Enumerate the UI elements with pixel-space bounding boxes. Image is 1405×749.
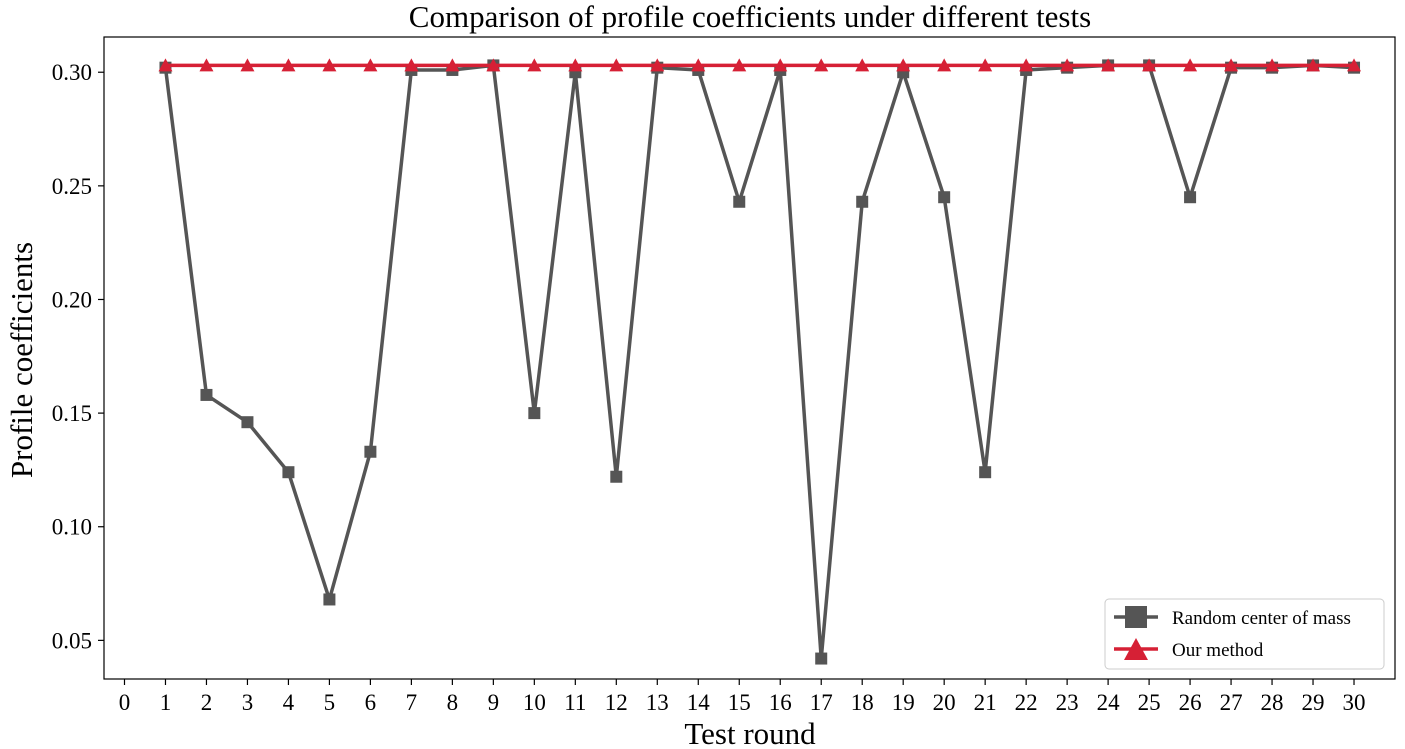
series-1-point-20 <box>937 58 952 72</box>
series-0-point-17 <box>815 652 828 665</box>
series-0-point-3 <box>241 416 254 429</box>
series-1-point-4 <box>281 58 296 72</box>
x-tick-label-16: 16 <box>769 690 792 715</box>
series-0-point-18 <box>856 195 869 208</box>
y-tick-label-5: 0.30 <box>52 60 92 85</box>
series-1-point-29 <box>1306 58 1321 72</box>
series-1-point-2 <box>199 58 214 72</box>
series-0-point-26 <box>1184 191 1197 204</box>
series-1-point-14 <box>691 58 706 72</box>
series-0-point-2 <box>200 388 213 401</box>
legend-box <box>1104 598 1385 670</box>
series-1-point-11 <box>568 58 583 72</box>
series-1-point-19 <box>896 58 911 72</box>
series-0-point-12 <box>610 470 623 483</box>
x-tick-label-30: 30 <box>1343 690 1366 715</box>
legend-label-random: Random center of mass <box>1172 608 1351 629</box>
x-tick-label-9: 9 <box>488 690 500 715</box>
series-1-point-7 <box>404 58 419 72</box>
series-line-0 <box>163 63 1355 661</box>
plot-frame <box>103 36 1396 680</box>
legend-label-ours: Our method <box>1172 640 1264 661</box>
series-1-point-18 <box>855 58 870 72</box>
x-tick-label-10: 10 <box>523 690 546 715</box>
y-tick-label-4: 0.25 <box>52 174 92 199</box>
series-1-point-22 <box>1019 58 1034 72</box>
series-0-point-6 <box>364 445 377 458</box>
series-layer <box>158 58 1362 665</box>
series-1-point-10 <box>527 58 542 72</box>
x-tick-label-24: 24 <box>1097 690 1121 715</box>
y-tick-label-2: 0.15 <box>52 401 92 426</box>
x-tick-label-15: 15 <box>728 690 751 715</box>
x-tick-label-4: 4 <box>283 690 295 715</box>
series-1-point-1 <box>158 58 173 72</box>
series-1-point-5 <box>322 58 337 72</box>
series-0-point-10 <box>528 407 541 420</box>
series-1-point-9 <box>486 58 501 72</box>
legend-marker-random-icon <box>1125 606 1147 628</box>
x-axis-label: Test round <box>684 716 816 749</box>
ticks-layer: 0 1 2 3 4 5 6 7 8 9 10 11 12 13 14 15 16 17 18 19 20 21 22 23 24… <box>52 60 1366 715</box>
series-0-point-15 <box>733 195 746 208</box>
series-0-point-5 <box>323 593 336 606</box>
series-1-point-8 <box>445 58 460 72</box>
series-0-point-20 <box>938 191 951 204</box>
x-tick-label-26: 26 <box>1179 690 1202 715</box>
series-0-point-21 <box>979 466 992 479</box>
y-tick-label-1: 0.10 <box>52 515 92 540</box>
x-tick-label-20: 20 <box>933 690 956 715</box>
x-tick-label-5: 5 <box>324 690 336 715</box>
series-0-point-4 <box>282 466 295 479</box>
y-axis-label: Profile coefficients <box>4 242 39 478</box>
series-1-point-28 <box>1265 58 1280 72</box>
x-tick-label-18: 18 <box>851 690 874 715</box>
series-1-point-3 <box>240 58 255 72</box>
x-tick-label-14: 14 <box>687 690 711 715</box>
legend-marker-ours-icon <box>1124 638 1148 660</box>
series-1-point-30 <box>1347 58 1362 72</box>
x-tick-label-28: 28 <box>1261 690 1284 715</box>
x-tick-label-11: 11 <box>564 690 586 715</box>
y-tick-label-0: 0.05 <box>52 628 92 653</box>
x-tick-label-7: 7 <box>406 690 418 715</box>
series-1-point-27 <box>1224 58 1239 72</box>
series-1-point-16 <box>773 58 788 72</box>
series-1-point-15 <box>732 58 747 72</box>
x-tick-label-6: 6 <box>365 690 377 715</box>
x-tick-label-1: 1 <box>160 690 172 715</box>
x-tick-label-22: 22 <box>1015 690 1038 715</box>
series-1-point-12 <box>609 58 624 72</box>
series-1-point-23 <box>1060 58 1075 72</box>
x-tick-label-3: 3 <box>242 690 254 715</box>
series-1-point-17 <box>814 58 829 72</box>
chart-title: Comparison of profile coefficients under… <box>409 0 1091 34</box>
x-tick-label-23: 23 <box>1056 690 1079 715</box>
y-tick-label-3: 0.20 <box>52 287 92 312</box>
x-tick-label-0: 0 <box>119 690 131 715</box>
x-tick-label-19: 19 <box>892 690 915 715</box>
legend: Random center of mass Our method <box>1104 598 1385 670</box>
x-tick-label-2: 2 <box>201 690 213 715</box>
series-1-point-6 <box>363 58 378 72</box>
x-tick-label-29: 29 <box>1302 690 1325 715</box>
x-tick-label-8: 8 <box>447 690 459 715</box>
x-tick-label-21: 21 <box>974 690 997 715</box>
x-tick-label-12: 12 <box>605 690 628 715</box>
series-1-point-13 <box>650 58 665 72</box>
series-1-point-26 <box>1183 58 1198 72</box>
series-1-point-24 <box>1101 58 1116 72</box>
x-tick-label-13: 13 <box>646 690 669 715</box>
x-tick-label-25: 25 <box>1138 690 1161 715</box>
x-tick-label-27: 27 <box>1220 690 1243 715</box>
series-1-point-25 <box>1142 58 1157 72</box>
series-1-point-21 <box>978 58 993 72</box>
x-tick-label-17: 17 <box>810 690 833 715</box>
